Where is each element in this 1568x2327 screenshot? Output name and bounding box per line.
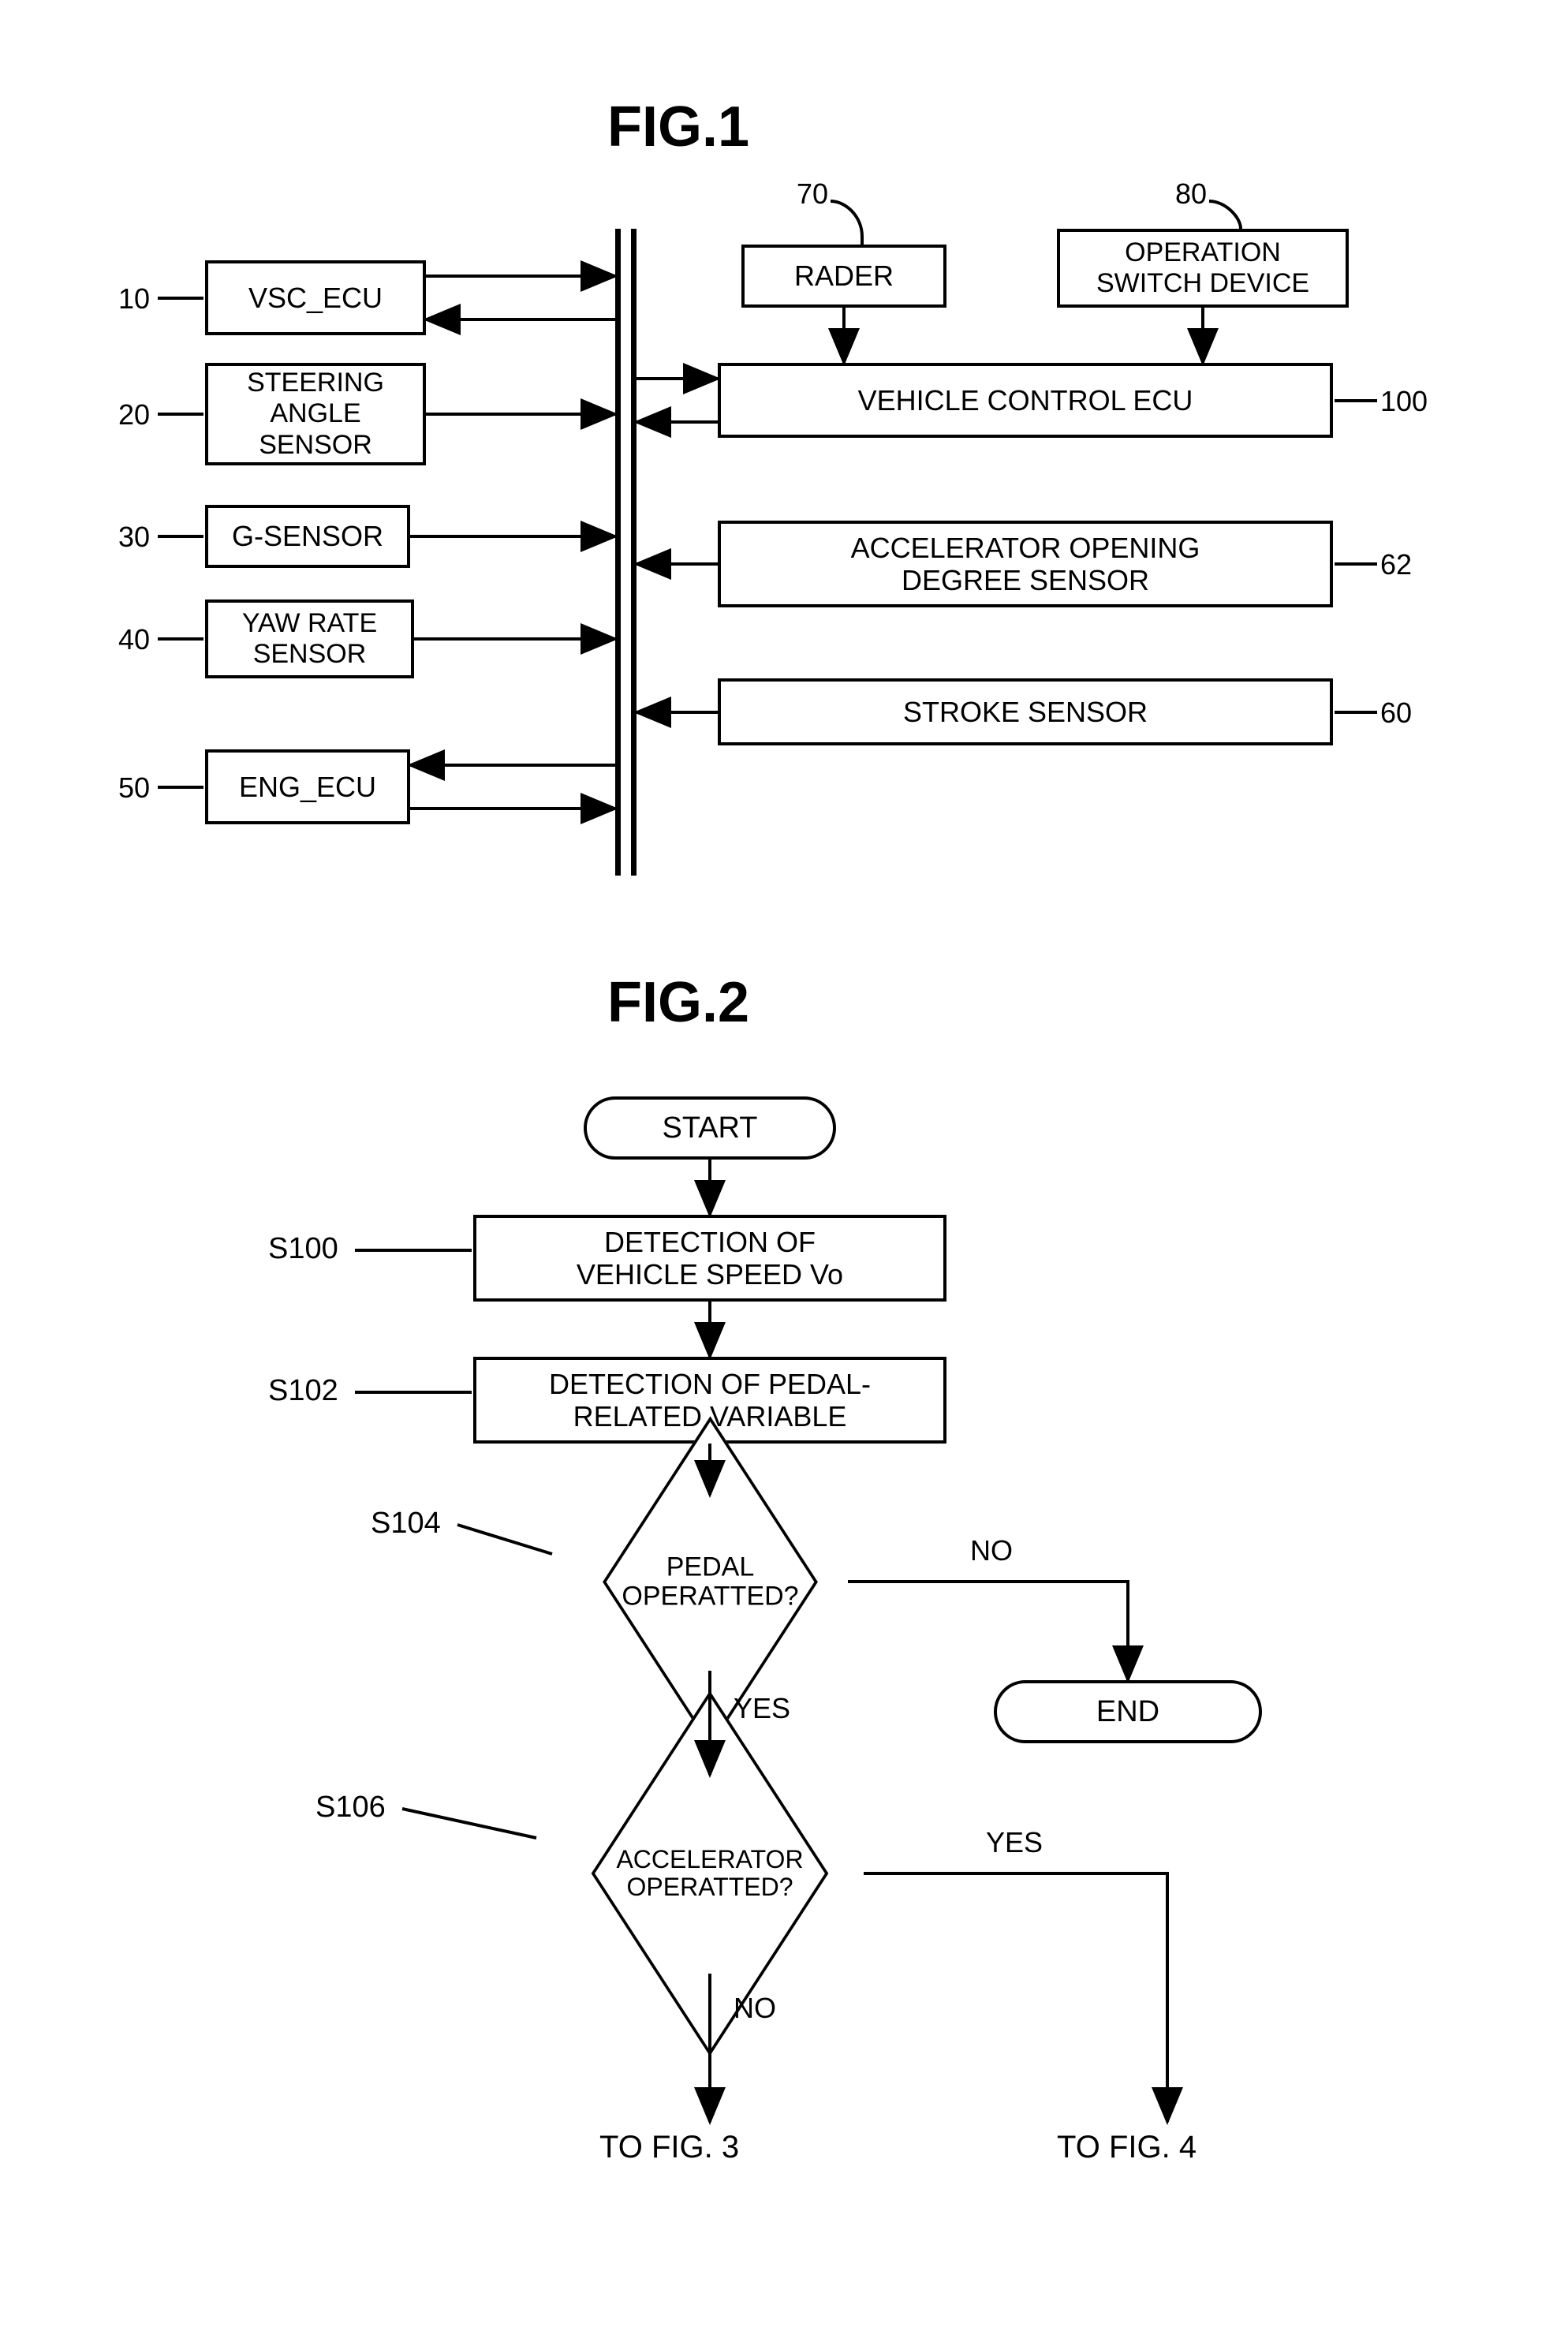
- decision-s106-text: ACCELERATOR OPERATTED?: [616, 1846, 803, 1901]
- label-100: 100: [1380, 385, 1428, 418]
- block-stroke-sensor: STROKE SENSOR: [718, 678, 1333, 745]
- to-fig3: TO FIG. 3: [599, 2130, 739, 2165]
- block-stroke-text: STROKE SENSOR: [903, 696, 1148, 728]
- block-vsc-ecu: VSC_ECU: [205, 260, 426, 335]
- block-radar-text: RADER: [794, 260, 894, 292]
- dec1-yes: YES: [734, 1692, 790, 1725]
- label-10: 10: [118, 282, 150, 316]
- dec2-yes: YES: [986, 1826, 1043, 1859]
- label-60: 60: [1380, 697, 1412, 730]
- block-eng-ecu: ENG_ECU: [205, 749, 410, 824]
- block-steering-text: STEERING ANGLE SENSOR: [247, 368, 384, 460]
- to-fig4: TO FIG. 4: [1057, 2130, 1197, 2165]
- block-g-text: G-SENSOR: [232, 520, 383, 552]
- dec2-no: NO: [734, 1992, 776, 2025]
- label-40: 40: [118, 623, 150, 656]
- block-yaw-sensor: YAW RATE SENSOR: [205, 599, 414, 678]
- block-yaw-text: YAW RATE SENSOR: [242, 608, 377, 670]
- block-steering-sensor: STEERING ANGLE SENSOR: [205, 363, 426, 465]
- label-62: 62: [1380, 548, 1412, 581]
- label-50: 50: [118, 771, 150, 805]
- step-s100-text: DETECTION OF VEHICLE SPEED Vo: [577, 1226, 843, 1291]
- fig1-title: FIG.1: [607, 95, 749, 159]
- decision-s104: PEDAL OPERATTED?: [614, 1485, 807, 1679]
- bus-line-right: [631, 229, 637, 876]
- label-s104: S104: [371, 1507, 441, 1541]
- decision-s104-text: PEDAL OPERATTED?: [622, 1552, 798, 1612]
- terminal-end: END: [994, 1680, 1262, 1743]
- block-g-sensor: G-SENSOR: [205, 505, 410, 568]
- label-20: 20: [118, 398, 150, 431]
- dec1-no: NO: [970, 1534, 1013, 1567]
- block-opswitch: OPERATION SWITCH DEVICE: [1057, 229, 1349, 308]
- block-vsc-ecu-text: VSC_ECU: [248, 282, 383, 314]
- step-s100: DETECTION OF VEHICLE SPEED Vo: [473, 1215, 946, 1302]
- block-vehicle-ecu: VEHICLE CONTROL ECU: [718, 363, 1333, 438]
- block-accel-text: ACCELERATOR OPENING DEGREE SENSOR: [851, 532, 1200, 597]
- fig2-title: FIG.2: [607, 970, 749, 1035]
- start-text: START: [662, 1111, 757, 1145]
- terminal-start: START: [584, 1096, 836, 1160]
- block-opswitch-text: OPERATION SWITCH DEVICE: [1096, 237, 1309, 299]
- block-eng-text: ENG_ECU: [239, 771, 376, 803]
- bus-line-left: [615, 229, 621, 876]
- block-accel-sensor: ACCELERATOR OPENING DEGREE SENSOR: [718, 521, 1333, 607]
- label-80: 80: [1175, 177, 1207, 211]
- block-radar: RADER: [741, 245, 946, 308]
- label-s106: S106: [315, 1791, 386, 1825]
- block-vehicle-ecu-text: VEHICLE CONTROL ECU: [858, 384, 1193, 416]
- end-text: END: [1096, 1695, 1159, 1729]
- label-70: 70: [797, 177, 828, 211]
- label-s100: S100: [268, 1232, 338, 1266]
- label-s102: S102: [268, 1374, 338, 1408]
- decision-s106: ACCELERATOR OPERATTED?: [603, 1767, 816, 1980]
- label-30: 30: [118, 521, 150, 554]
